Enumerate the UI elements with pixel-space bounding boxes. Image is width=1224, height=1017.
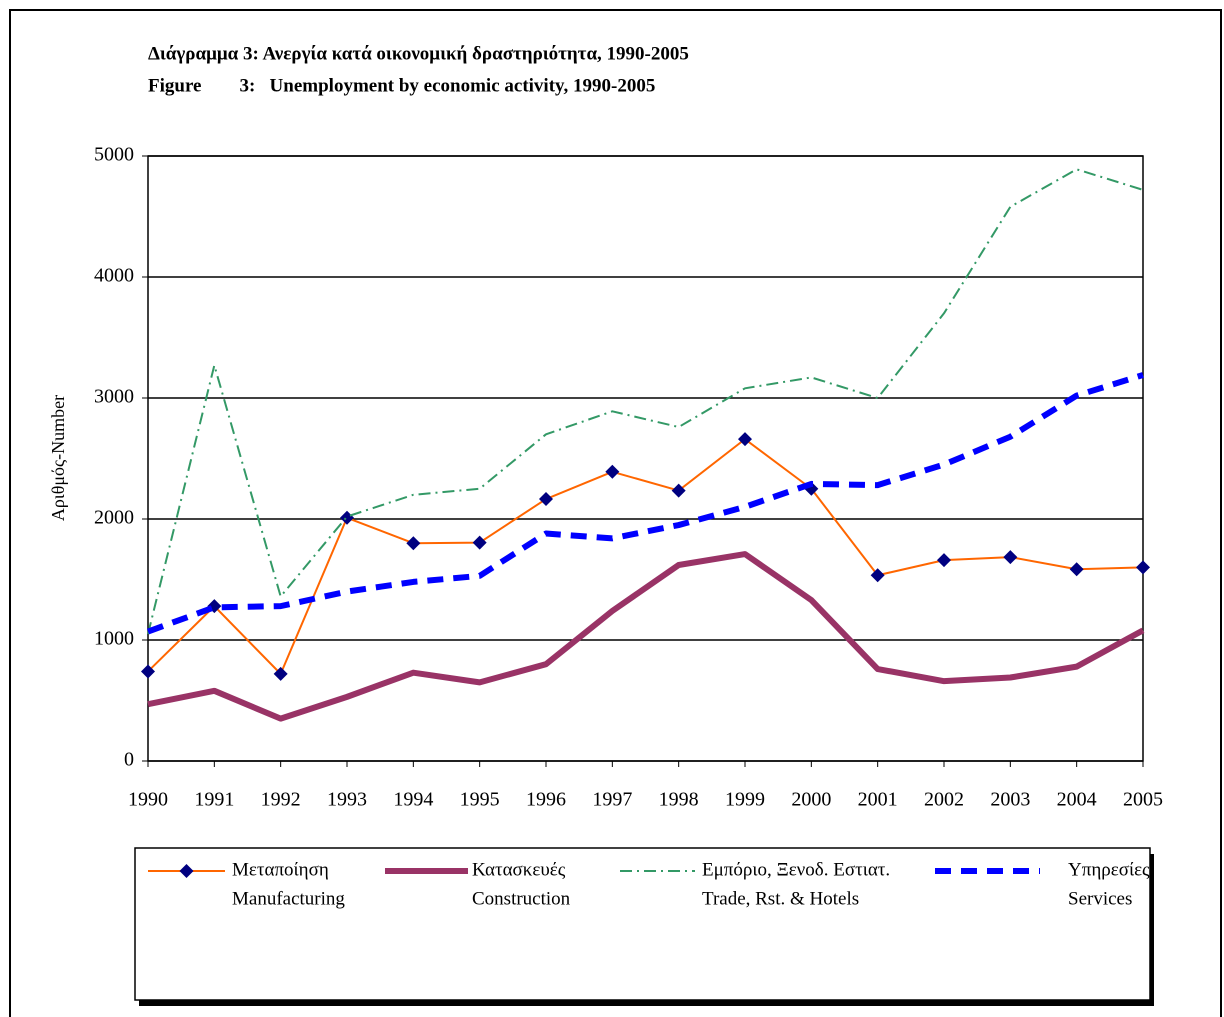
marker	[472, 535, 487, 550]
legend-label: Trade, Rst. & Hotels	[702, 888, 859, 909]
x-tick-label: 1990	[128, 789, 168, 811]
x-tick-label: 1993	[327, 789, 367, 811]
marker	[738, 432, 752, 447]
marker	[1136, 560, 1150, 575]
y-tick-label: 3000	[94, 386, 134, 408]
x-tick-label: 2005	[1123, 789, 1163, 811]
frame	[9, 9, 1222, 1017]
y-tick-label: 4000	[94, 265, 134, 287]
marker	[273, 666, 288, 681]
x-tick-label: 2004	[1057, 789, 1097, 811]
legend-marker	[179, 864, 194, 878]
legend-label: Μεταποίηση	[232, 859, 329, 880]
legend-label: Υπηρεσίες	[1068, 859, 1150, 880]
x-tick-label: 1998	[659, 789, 699, 811]
x-tick-label: 1997	[592, 789, 632, 811]
marker	[1069, 562, 1084, 577]
legend-label: Manufacturing	[232, 888, 345, 909]
legend-label: Construction	[472, 888, 571, 909]
x-tick-label: 1994	[393, 789, 433, 811]
series-line	[147, 438, 1144, 675]
marker	[141, 664, 155, 679]
marker	[870, 568, 885, 583]
y-tick-label: 5000	[94, 144, 134, 166]
x-tick-label: 2002	[924, 789, 964, 811]
legend	[134, 847, 1151, 1001]
marker	[605, 464, 620, 479]
marker	[937, 553, 951, 568]
x-tick-label: 1999	[725, 789, 765, 811]
x-tick-label: 2003	[990, 789, 1030, 811]
series-line	[147, 551, 1145, 722]
y-axis-label: Αριθμός-Number	[48, 395, 68, 521]
x-tick-label: 2000	[791, 789, 831, 811]
series-line	[146, 372, 1144, 635]
chart-title: Διάγραμμα 3: Ανεργία κατά οικονομική δρα…	[148, 43, 689, 64]
y-tick-label: 2000	[94, 507, 134, 529]
plot-border	[147, 155, 1144, 762]
marker	[1003, 550, 1018, 565]
legend-label: Εμπόριο, Ξενοδ. Εστιατ.	[702, 859, 890, 880]
chart-subtitle: Figure 3: Unemployment by economic activ…	[148, 75, 655, 96]
legend-label: Services	[1068, 888, 1132, 909]
marker	[671, 483, 686, 498]
legend-label: Κατασκευές	[472, 859, 566, 880]
marker	[340, 510, 354, 525]
y-tick-label: 0	[124, 749, 134, 771]
series-line	[147, 168, 1144, 635]
x-tick-label: 1991	[194, 789, 234, 811]
x-tick-label: 1995	[460, 789, 500, 811]
marker	[539, 492, 553, 507]
x-tick-label: 1992	[261, 789, 301, 811]
marker	[406, 536, 421, 551]
y-tick-label: 1000	[94, 628, 134, 650]
x-tick-label: 2001	[858, 789, 898, 811]
x-tick-label: 1996	[526, 789, 566, 811]
